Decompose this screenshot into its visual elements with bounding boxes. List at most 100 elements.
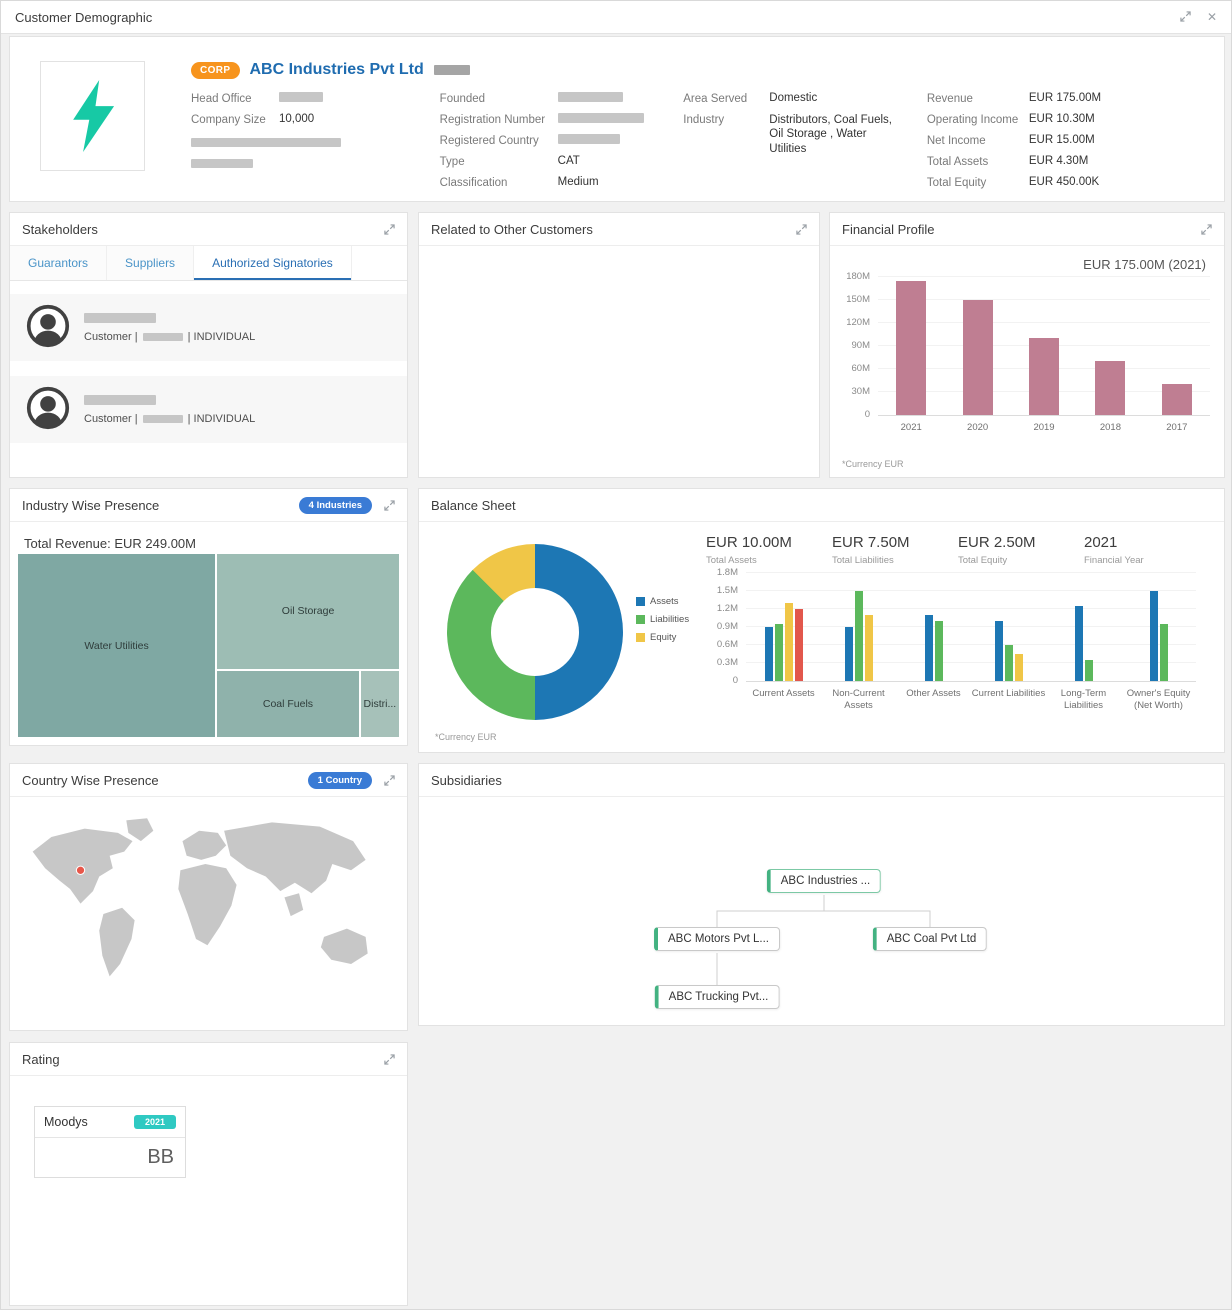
rating-agency: Moodys — [44, 1115, 88, 1129]
x-category-label: Long-Term Liabilities — [1060, 688, 1107, 711]
field-label: Registration Number — [439, 114, 546, 126]
treemap-block-coal-fuels: Coal Fuels — [216, 669, 360, 738]
stakeholder-item[interactable]: Customer | | INDIVIDUAL — [10, 376, 407, 443]
balance-stats: EUR 10.00M Total Assets EUR 7.50M Total Lia… — [706, 526, 1210, 568]
profile-field-revenue: Revenue EUR 175.00M — [927, 92, 1206, 105]
x-category-label: Other Assets — [906, 688, 961, 699]
field-label: Founded — [439, 93, 486, 105]
field-value: EUR 175.00M — [1028, 92, 1102, 104]
field-label: Total Assets — [926, 156, 989, 168]
x-category-label: 2019 — [1033, 422, 1055, 433]
field-value — [279, 92, 323, 105]
world-map — [16, 804, 401, 1024]
profile-field-founded: Founded — [440, 92, 684, 105]
expand-icon[interactable] — [1201, 223, 1212, 235]
bar — [962, 300, 993, 415]
balance-stat-total-equity: EUR 2.50M Total Equity — [958, 534, 1084, 566]
bar — [864, 615, 873, 681]
country-marker — [75, 865, 86, 875]
field-label: Company Size — [191, 114, 266, 126]
x-category-label: Owner's Equity (Net Worth) — [1126, 688, 1191, 711]
panel-title-related: Related to Other Customers — [431, 221, 593, 237]
continent-greenland — [126, 818, 154, 842]
lightning-bolt-icon — [72, 80, 114, 152]
window-title: Customer Demographic — [15, 9, 153, 25]
bar — [854, 591, 863, 681]
stakeholder-meta: Customer | | INDIVIDUAL — [84, 330, 256, 343]
bar — [764, 627, 773, 681]
tab-suppliers[interactable]: Suppliers — [107, 246, 195, 280]
org-node-abc-coal-pvt-ltd[interactable]: ABC Coal Pvt Ltd — [872, 927, 988, 951]
profile-column: Revenue EUR 175.00M Operating Income EUR 10… — [927, 92, 1206, 197]
bar — [1095, 361, 1126, 415]
x-category-label: 2017 — [1166, 422, 1188, 433]
expand-icon[interactable] — [384, 1053, 395, 1065]
y-axis: 0 30M 60M 90M 120M 150M 180M — [836, 271, 878, 420]
bar — [1159, 624, 1168, 681]
profile-field-operating-income: Operating Income EUR 10.30M — [927, 113, 1206, 126]
bar-group-current-assets — [746, 574, 821, 681]
company-name: ABC Industries Pvt Ltd — [249, 61, 424, 78]
tab-authorized-signatories[interactable]: Authorized Signatories — [194, 246, 352, 280]
treemap-label: Distri... — [363, 697, 397, 710]
continent-europe — [182, 830, 227, 860]
org-node-abc-trucking-pvt[interactable]: ABC Trucking Pvt... — [654, 985, 780, 1009]
close-icon[interactable]: ✕ — [1206, 10, 1217, 24]
stat-value: 2021 — [1084, 534, 1118, 551]
expand-icon[interactable] — [384, 499, 395, 511]
stakeholder-item[interactable]: Customer | | INDIVIDUAL — [10, 294, 407, 361]
profile-field-company-size: Company Size 10,000 — [191, 113, 440, 126]
subsidiaries-panel: Subsidiaries ABC Industries ... ABC Motor… — [418, 763, 1225, 1026]
y-tick-label: 1.8M — [716, 567, 738, 578]
profile-info-columns: Head Office Company Size 10,000 Founded Regi… — [191, 92, 1206, 197]
legend-swatch — [636, 597, 645, 606]
org-node-abc-motors-pvt-l[interactable]: ABC Motors Pvt L... — [654, 927, 780, 951]
bar-group-2017 — [1144, 278, 1210, 415]
y-tick-label: 90M — [851, 340, 870, 351]
field-value: EUR 15.00M — [1028, 134, 1095, 146]
financial-profile-panel: Financial Profile EUR 175.00M (2021) 0 30… — [829, 212, 1225, 478]
avatar-icon — [26, 304, 70, 351]
balance-stat-total-assets: EUR 10.00M Total Assets — [706, 534, 832, 566]
expand-icon[interactable] — [384, 223, 395, 235]
bar-group-current-liabilities — [971, 574, 1046, 681]
field-label: Classification — [439, 177, 508, 189]
country-count-badge: 1 Country — [307, 771, 372, 789]
stat-label: Total Liabilities — [832, 555, 894, 566]
treemap-block-oil-storage: Oil Storage — [216, 553, 400, 670]
redacted-value — [142, 414, 183, 423]
industry-count-badge: 4 Industries — [298, 496, 372, 514]
continent-south-america — [99, 907, 135, 977]
org-node-abc-industries[interactable]: ABC Industries ... — [766, 869, 882, 893]
tab-guarantors[interactable]: Guarantors — [10, 246, 108, 280]
stakeholders-list: Customer | | INDIVIDUAL Customer | | INDIVI… — [10, 281, 407, 443]
y-tick-label: 120M — [846, 317, 870, 328]
x-category-label: Current Assets — [752, 688, 815, 699]
profile-card: CORP ABC Industries Pvt Ltd Head Office C… — [9, 36, 1225, 202]
x-category-label: 2021 — [900, 422, 922, 433]
continent-australia — [320, 928, 368, 964]
profile-column: Founded Registration Number Registered Cou… — [440, 92, 684, 197]
redacted-line — [191, 159, 253, 168]
bar — [924, 615, 933, 681]
field-value: EUR 450.00K — [1028, 176, 1100, 188]
panel-title-subsidiaries: Subsidiaries — [431, 772, 502, 788]
y-tick-label: 180M — [846, 271, 870, 282]
expand-icon[interactable] — [384, 774, 395, 786]
rating-card: Moodys 2021 BB — [34, 1106, 186, 1178]
redacted-value — [557, 134, 620, 144]
field-value — [557, 134, 620, 147]
field-value: EUR 4.30M — [1028, 155, 1089, 167]
profile-field-registration-number: Registration Number — [440, 113, 684, 126]
bar-group-2018 — [1077, 278, 1143, 415]
redacted-value — [142, 332, 183, 341]
bar-group-2021 — [878, 278, 944, 415]
balance-stat-financial-year: 2021 Financial Year — [1084, 534, 1210, 566]
expand-icon[interactable] — [796, 223, 807, 235]
maximize-icon[interactable] — [1180, 10, 1191, 24]
field-label: Head Office — [191, 93, 252, 105]
stat-value: EUR 10.00M — [706, 534, 792, 551]
redacted-value — [279, 92, 323, 102]
rating-panel: Rating Moodys 2021 BB — [9, 1042, 408, 1306]
panel-title-rating: Rating — [22, 1051, 60, 1067]
